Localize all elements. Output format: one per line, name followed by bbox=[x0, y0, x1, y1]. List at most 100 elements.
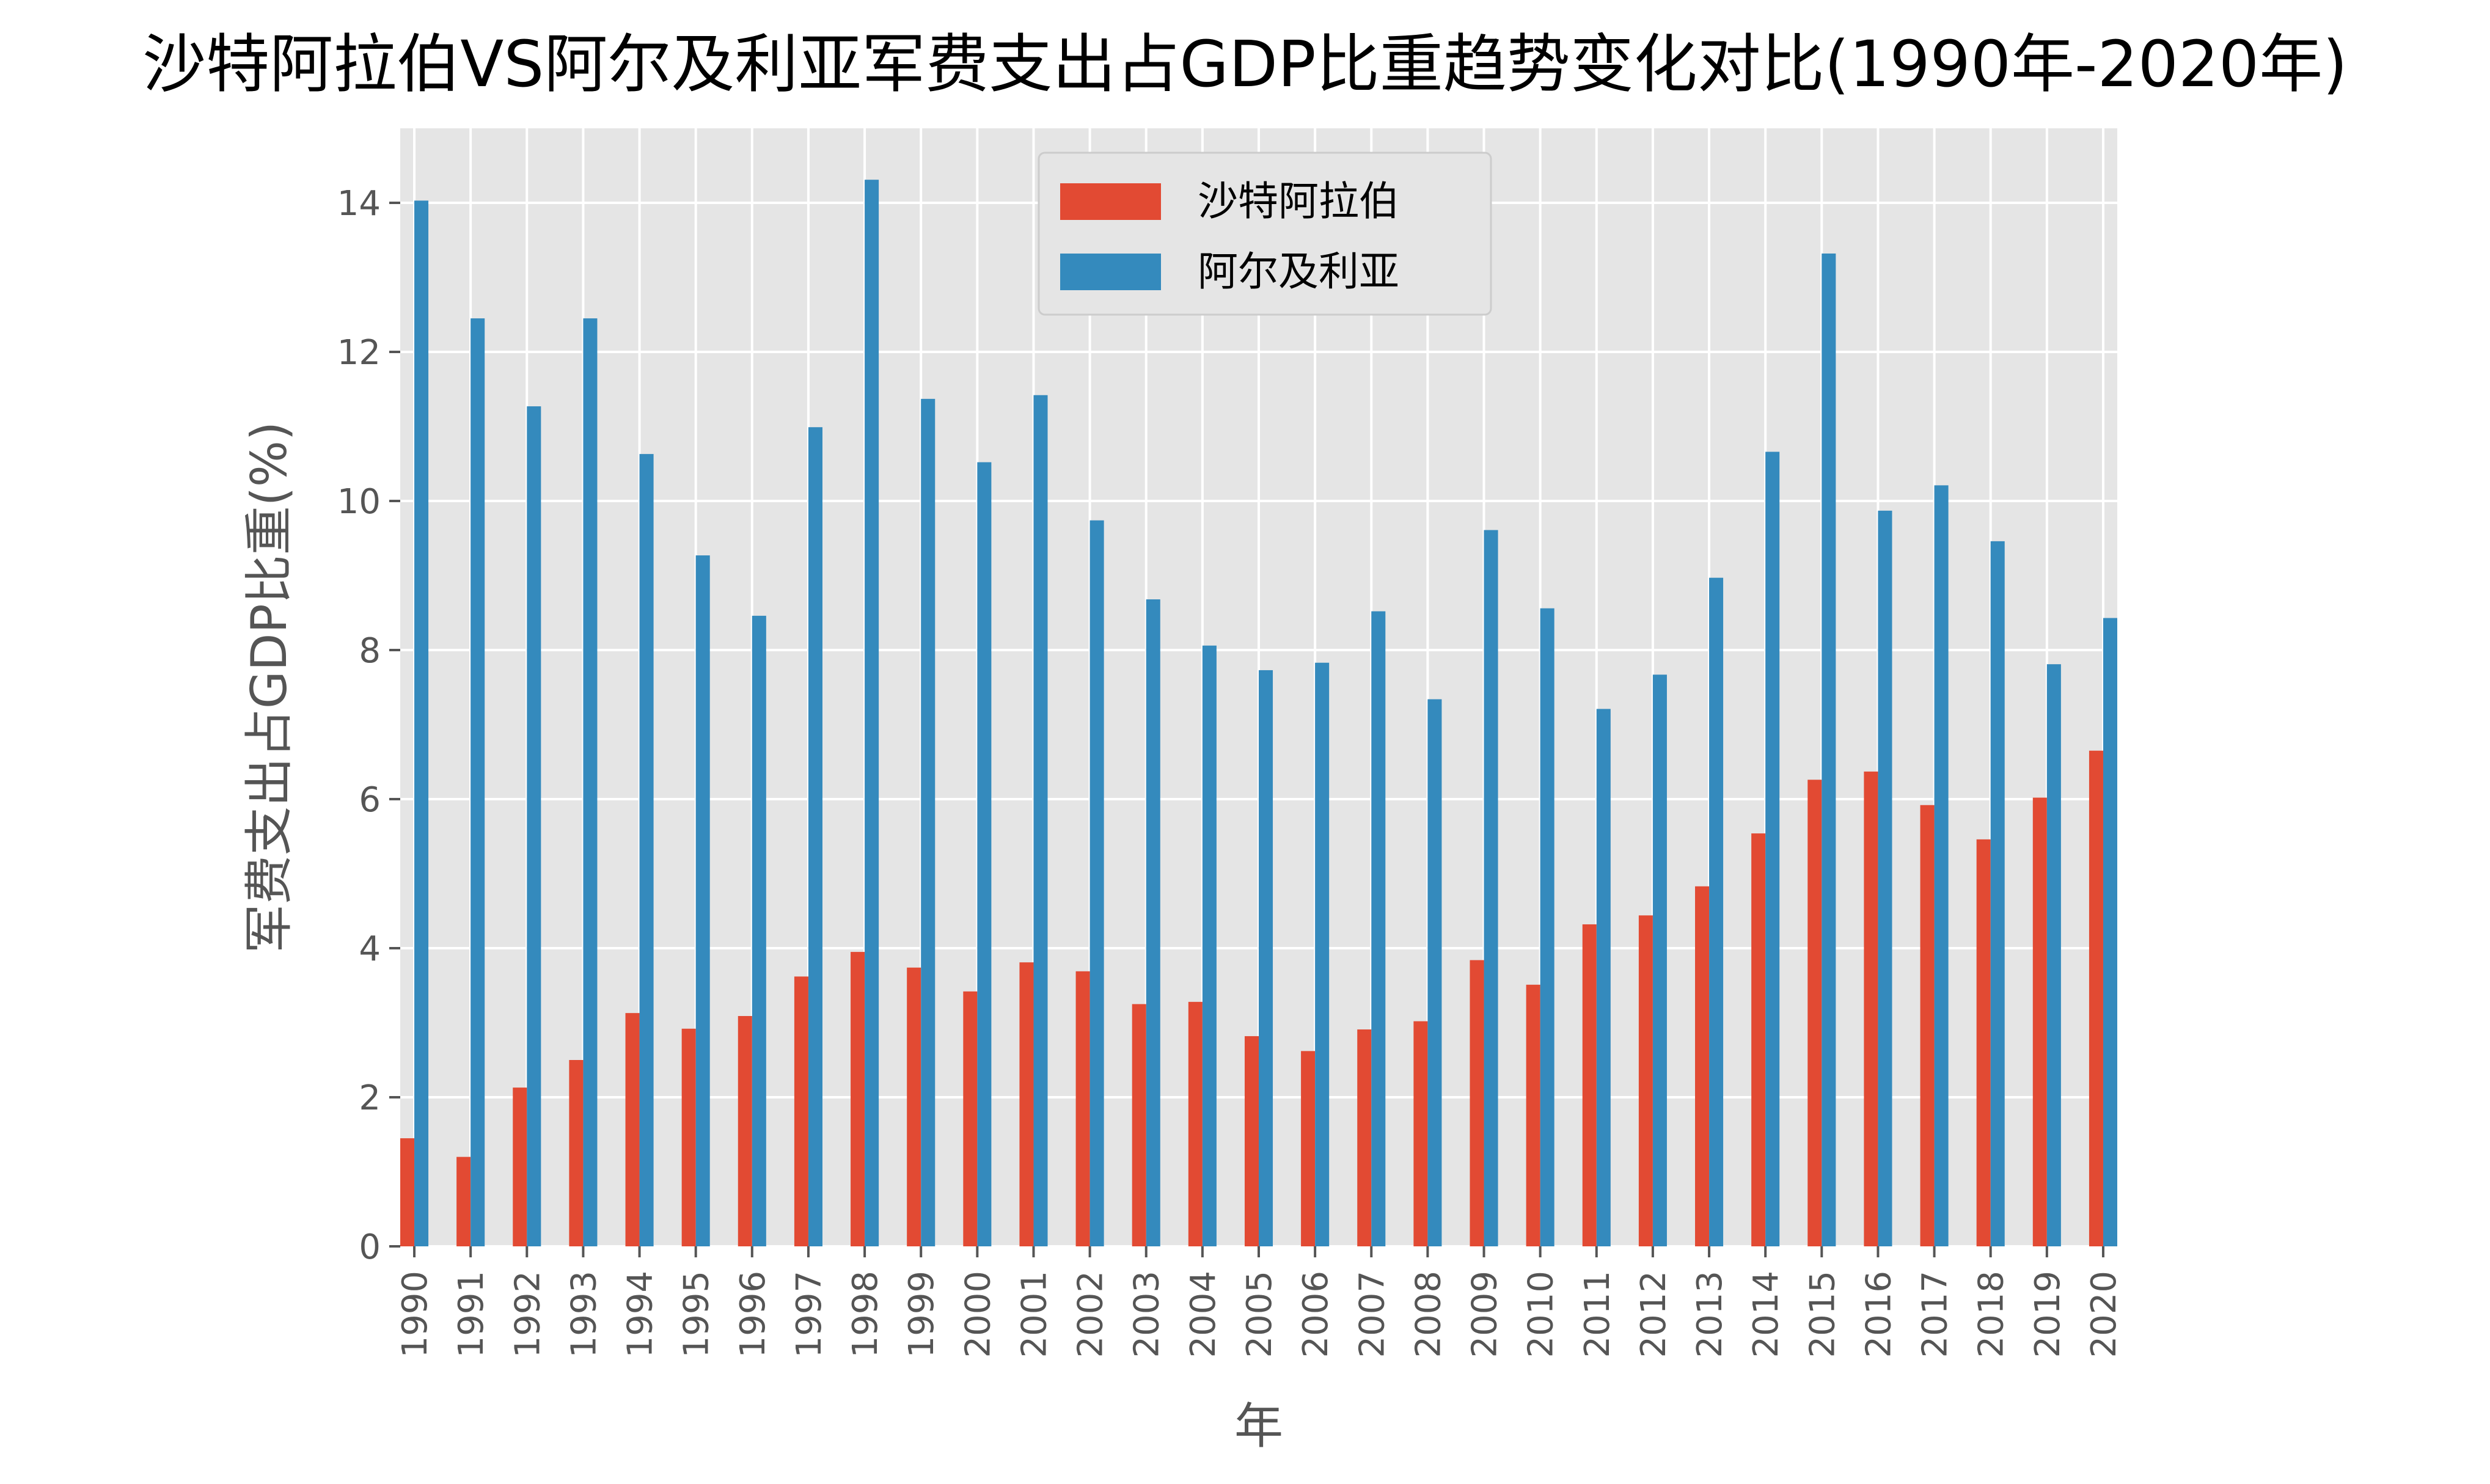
x-tick-label: 1990 bbox=[395, 1271, 435, 1358]
bars bbox=[400, 180, 2117, 1247]
bar-series-1-2018 bbox=[1976, 839, 1991, 1246]
x-tick-label: 2018 bbox=[1972, 1271, 2012, 1358]
x-tick-label: 2012 bbox=[1634, 1271, 1674, 1358]
bar-series-2-2019 bbox=[2046, 664, 2061, 1246]
x-tick-label: 2007 bbox=[1352, 1271, 1392, 1358]
bar-series-1-1995 bbox=[681, 1028, 696, 1246]
bar-series-2-1990 bbox=[414, 200, 429, 1247]
x-tick-label: 1994 bbox=[621, 1271, 661, 1358]
x-tick-label: 2011 bbox=[1578, 1271, 1617, 1358]
bar-series-1-2005 bbox=[1244, 1036, 1259, 1246]
bar-series-2-2010 bbox=[1540, 608, 1554, 1247]
x-tick-label: 2020 bbox=[2084, 1271, 2124, 1358]
bar-series-1-2017 bbox=[1920, 805, 1935, 1246]
bar-series-1-1996 bbox=[738, 1016, 752, 1246]
x-tick-label: 2019 bbox=[2028, 1271, 2068, 1358]
bar-series-1-1990 bbox=[400, 1138, 415, 1246]
x-tick-label: 2015 bbox=[1803, 1271, 1842, 1358]
bar-series-1-2003 bbox=[1132, 1004, 1146, 1246]
bar-series-2-2018 bbox=[1990, 541, 2005, 1246]
bar-series-1-1999 bbox=[907, 967, 921, 1246]
bar-series-1-2007 bbox=[1357, 1029, 1372, 1246]
x-axis-ticks: 1990 1991 1992 1993 1994 1995 1996 1997 1998 1999… bbox=[395, 1246, 2124, 1358]
x-tick-label: 2006 bbox=[1296, 1271, 1336, 1358]
bar-series-1-1992 bbox=[513, 1087, 527, 1246]
y-axis-label: 军费支出占GDP比重(%) bbox=[241, 422, 298, 953]
bar-series-2-1994 bbox=[639, 454, 654, 1246]
legend-swatch bbox=[1060, 254, 1161, 290]
bar-series-2-2009 bbox=[1484, 530, 1498, 1246]
bar-series-2-2015 bbox=[1822, 253, 1836, 1247]
bar-series-2-2001 bbox=[1033, 395, 1048, 1246]
x-tick-label: 1998 bbox=[846, 1271, 885, 1358]
y-tick-label: 8 bbox=[359, 631, 381, 671]
x-tick-label: 2014 bbox=[1746, 1271, 1786, 1358]
x-tick-label: 1997 bbox=[789, 1271, 829, 1358]
legend-label: 阿尔及利亚 bbox=[1198, 248, 1399, 295]
bar-series-1-2020 bbox=[2089, 750, 2103, 1246]
x-tick-label: 1993 bbox=[564, 1271, 604, 1358]
bar-series-2-1992 bbox=[527, 406, 541, 1246]
bar-series-2-2020 bbox=[2103, 618, 2117, 1246]
y-axis-ticks: 0 2 4 6 8 10 12 14 bbox=[337, 184, 400, 1267]
x-tick-label: 2017 bbox=[1916, 1271, 1955, 1358]
bar-series-1-2019 bbox=[2032, 797, 2047, 1246]
bar-series-2-2011 bbox=[1596, 709, 1611, 1246]
bar-series-2-2007 bbox=[1371, 611, 1386, 1246]
bar-series-2-1993 bbox=[583, 318, 598, 1246]
bar-series-1-1998 bbox=[851, 952, 865, 1246]
bar-series-1-2000 bbox=[963, 991, 978, 1246]
bar-series-1-2011 bbox=[1582, 924, 1597, 1246]
y-tick-label: 2 bbox=[359, 1078, 381, 1118]
bar-series-2-2004 bbox=[1202, 645, 1217, 1246]
chart-title: 沙特阿拉伯VS阿尔及利亚军费支出占GDP比重趋势变化对比(1990年-2020年… bbox=[142, 27, 2348, 101]
bar-series-2-1991 bbox=[471, 318, 485, 1246]
x-tick-label: 1999 bbox=[902, 1271, 942, 1358]
bar-series-2-1999 bbox=[921, 398, 936, 1246]
bar-series-1-1993 bbox=[569, 1060, 584, 1246]
legend-label: 沙特阿拉伯 bbox=[1198, 178, 1399, 225]
bar-series-1-2015 bbox=[1807, 780, 1822, 1246]
x-axis-label: 年 bbox=[1234, 1398, 1283, 1455]
bar-series-2-2002 bbox=[1089, 520, 1104, 1246]
bar-series-1-2010 bbox=[1526, 984, 1540, 1246]
x-tick-label: 2003 bbox=[1127, 1271, 1167, 1358]
bar-series-1-2012 bbox=[1638, 915, 1653, 1246]
bar-series-2-2013 bbox=[1709, 577, 1724, 1247]
y-tick-label: 0 bbox=[359, 1227, 381, 1267]
bar-series-1-2002 bbox=[1075, 971, 1090, 1246]
x-tick-label: 2005 bbox=[1240, 1271, 1280, 1358]
bar-series-1-2004 bbox=[1188, 1001, 1203, 1246]
x-tick-label: 2002 bbox=[1071, 1271, 1111, 1358]
bar-series-2-2016 bbox=[1878, 510, 1892, 1246]
y-tick-label: 6 bbox=[359, 780, 381, 820]
x-tick-label: 2009 bbox=[1465, 1271, 1505, 1358]
bar-series-2-1995 bbox=[695, 555, 710, 1246]
bar-series-2-2012 bbox=[1652, 674, 1667, 1246]
bar-series-2-2006 bbox=[1315, 662, 1330, 1246]
x-tick-label: 2016 bbox=[1859, 1271, 1899, 1358]
x-tick-label: 2013 bbox=[1690, 1271, 1730, 1358]
bar-series-1-2008 bbox=[1413, 1021, 1428, 1246]
x-tick-label: 2004 bbox=[1184, 1271, 1223, 1358]
bar-series-2-2008 bbox=[1427, 699, 1442, 1246]
legend-swatch bbox=[1060, 183, 1161, 220]
bar-series-1-1994 bbox=[625, 1013, 640, 1246]
bar-series-1-1997 bbox=[794, 976, 808, 1246]
x-tick-label: 2000 bbox=[958, 1271, 998, 1358]
bar-series-2-2003 bbox=[1146, 599, 1160, 1246]
bar-series-2-1996 bbox=[752, 615, 766, 1246]
bar-series-2-2005 bbox=[1259, 670, 1273, 1246]
bar-series-2-1997 bbox=[808, 427, 822, 1246]
bar-series-2-2000 bbox=[977, 462, 992, 1246]
bar-series-2-1998 bbox=[865, 180, 879, 1247]
bar-series-1-2006 bbox=[1301, 1051, 1316, 1246]
bar-series-1-2014 bbox=[1751, 833, 1766, 1246]
y-tick-label: 10 bbox=[337, 482, 381, 522]
bar-series-1-2009 bbox=[1470, 960, 1484, 1246]
bar-series-2-2017 bbox=[1934, 485, 1949, 1246]
x-tick-label: 1991 bbox=[452, 1271, 491, 1358]
bar-series-1-1991 bbox=[456, 1157, 471, 1246]
